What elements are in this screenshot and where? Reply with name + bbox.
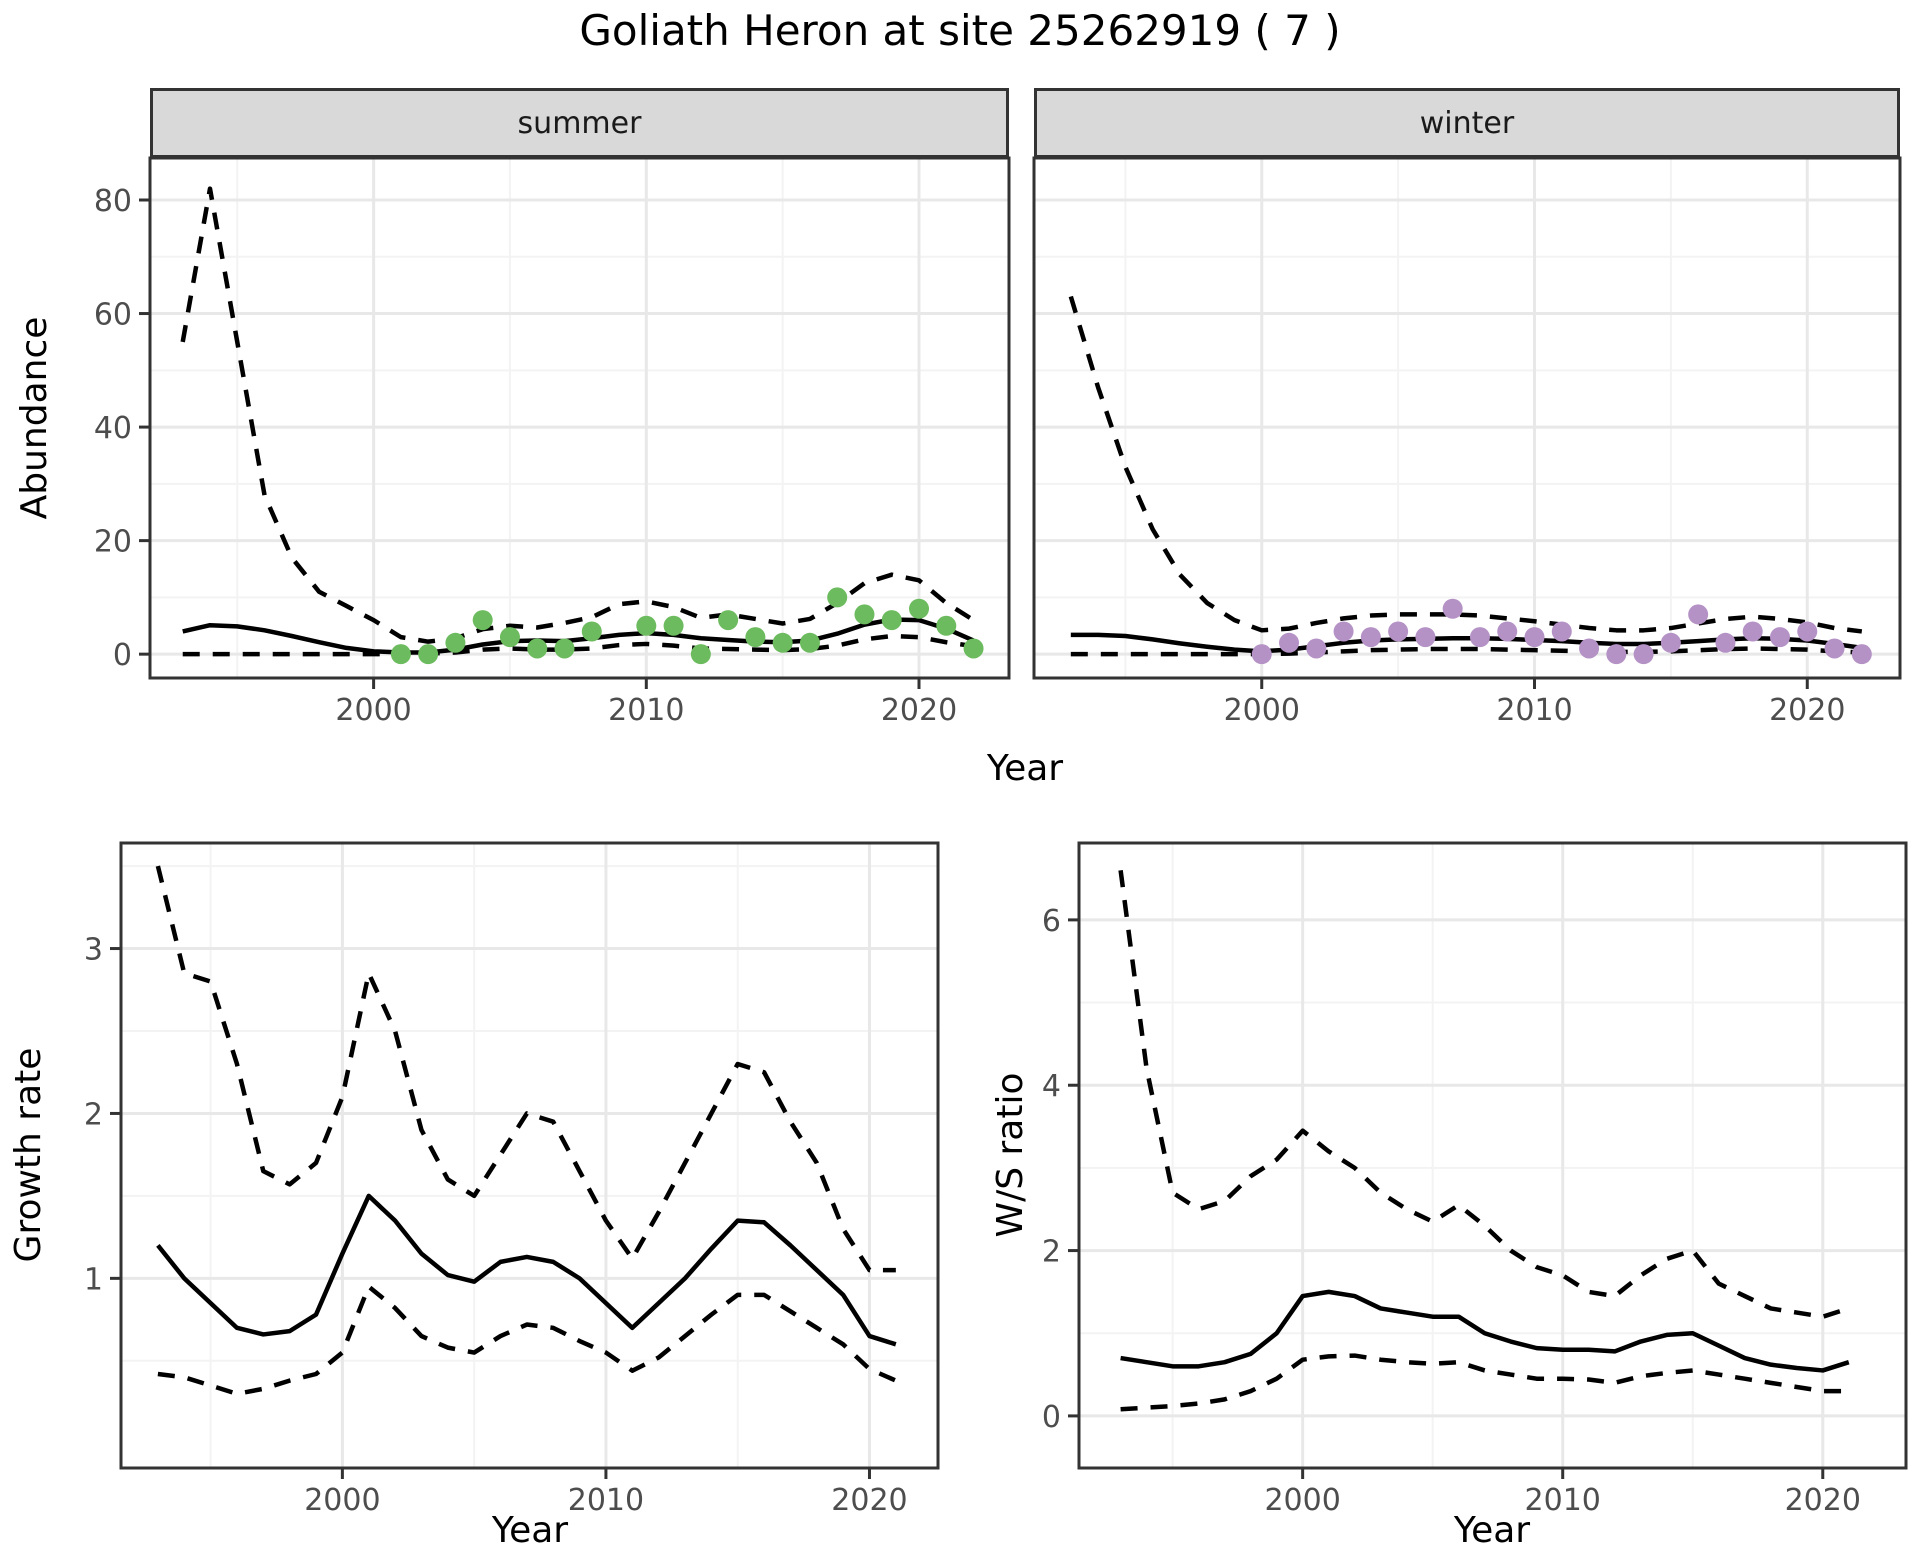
data-point-summer_counts [881, 610, 902, 631]
series-line-upper_ci [155, 865, 896, 1273]
data-point-winter_counts [1524, 627, 1545, 648]
data-point-summer_counts [936, 615, 957, 636]
data-point-summer_counts [827, 587, 848, 608]
x-tick-label: 2010 [568, 1483, 644, 1518]
x-tick-label: 2000 [335, 693, 411, 728]
data-point-winter_counts [1797, 621, 1818, 642]
data-point-summer_counts [799, 632, 820, 653]
panel-border [148, 156, 1011, 680]
series-line-mean [156, 1193, 897, 1347]
x-tick-label: 2010 [608, 693, 684, 728]
data-point-summer_counts [390, 644, 411, 665]
data-point-winter_counts [1469, 627, 1490, 648]
data-point-winter_counts [1606, 644, 1627, 665]
data-point-summer_counts [963, 638, 984, 659]
series-line-mean [1120, 1289, 1850, 1373]
data-point-winter_counts [1824, 638, 1845, 659]
data-point-winter_counts [1742, 621, 1763, 642]
data-point-winter_counts [1415, 627, 1436, 648]
data-point-winter_counts [1497, 621, 1518, 642]
data-point-winter_counts [1360, 627, 1381, 648]
data-point-summer_counts [854, 604, 875, 625]
x-axis-title-year-growth: Year [491, 1510, 569, 1551]
x-axis-title-year-top: Year [986, 748, 1064, 789]
data-point-summer_counts [745, 627, 766, 648]
y-tick-label: 3 [84, 933, 103, 968]
data-point-winter_counts [1769, 627, 1790, 648]
panel-abundance_winter: 2000 2010 2020 [1032, 156, 1902, 728]
panel-border [119, 841, 940, 1470]
data-point-summer_counts [499, 627, 520, 648]
y-tick-label: 6 [1042, 904, 1061, 939]
y-tick-label: 60 [94, 298, 132, 333]
data-point-winter_counts [1633, 644, 1654, 665]
x-tick-label: 2000 [1224, 693, 1300, 728]
data-point-winter_counts [1388, 621, 1409, 642]
y-tick-label: 0 [1042, 1400, 1061, 1435]
data-point-winter_counts [1688, 604, 1709, 625]
series-line-lower_ci [182, 633, 974, 657]
y-tick-label: 2 [84, 1097, 103, 1132]
facet-strip-summer-label: summer [517, 105, 642, 141]
data-point-winter_counts [1851, 644, 1872, 665]
series-line-lower_ci [1070, 646, 1862, 657]
data-point-summer_counts [909, 598, 930, 619]
data-point-winter_counts [1279, 632, 1300, 653]
y-tick-label: 1 [84, 1262, 103, 1297]
series-line-lower_ci [1120, 1353, 1849, 1412]
data-point-winter_counts [1660, 632, 1681, 653]
x-axis-title-year-ws: Year [1453, 1510, 1531, 1551]
x-tick-label: 2020 [831, 1483, 907, 1518]
data-point-winter_counts [1579, 638, 1600, 659]
panel-abundance_summer: 2000 2010 2020 0 20 40 60 80 [94, 156, 1011, 728]
panel-border [1077, 841, 1908, 1470]
data-point-summer_counts [636, 615, 657, 636]
x-tick-label: 2010 [1525, 1483, 1601, 1518]
y-tick-label: 80 [94, 184, 132, 219]
data-point-summer_counts [663, 615, 684, 636]
x-tick-label: 2010 [1496, 693, 1572, 728]
data-point-summer_counts [581, 621, 602, 642]
panel-border [1032, 156, 1902, 680]
page-title: Goliath Heron at site 25262919 ( 7 ) [579, 6, 1341, 55]
x-tick-label: 2020 [1769, 693, 1845, 728]
data-point-summer_counts [718, 610, 739, 631]
series-line-lower_ci [157, 1284, 897, 1397]
facet-strip-winter: winter [1034, 88, 1900, 158]
series-line-upper_ci [1068, 295, 1863, 634]
data-point-summer_counts [472, 610, 493, 631]
x-tick-label: 2020 [881, 693, 957, 728]
data-point-summer_counts [527, 638, 548, 659]
data-point-summer_counts [418, 644, 439, 665]
data-point-winter_counts [1551, 621, 1572, 642]
facet-strip-winter-label: winter [1419, 105, 1515, 141]
y-tick-label: 20 [94, 525, 132, 560]
y-tick-label: 4 [1042, 1069, 1061, 1104]
y-tick-label: 0 [113, 638, 132, 673]
data-point-winter_counts [1442, 598, 1463, 619]
data-point-summer_counts [690, 644, 711, 665]
x-tick-label: 2000 [1264, 1483, 1340, 1518]
data-point-winter_counts [1715, 632, 1736, 653]
data-point-summer_counts [772, 632, 793, 653]
x-tick-label: 2020 [1785, 1483, 1861, 1518]
y-tick-label: 2 [1042, 1235, 1061, 1270]
y-tick-label: 40 [94, 411, 132, 446]
series-line-mean [182, 617, 975, 655]
data-point-summer_counts [445, 632, 466, 653]
x-tick-label: 2000 [304, 1483, 380, 1518]
data-point-winter_counts [1251, 644, 1272, 665]
data-point-winter_counts [1333, 621, 1354, 642]
data-point-winter_counts [1306, 638, 1327, 659]
panel-growth_rate: 2000 2010 2020 1 2 3 [84, 841, 940, 1518]
panel-ws_ratio: 2000 2010 2020 0 2 4 6 [1042, 841, 1908, 1518]
series-line-upper_ci [180, 186, 975, 644]
data-point-summer_counts [554, 638, 575, 659]
facet-strip-summer: summer [150, 88, 1009, 158]
